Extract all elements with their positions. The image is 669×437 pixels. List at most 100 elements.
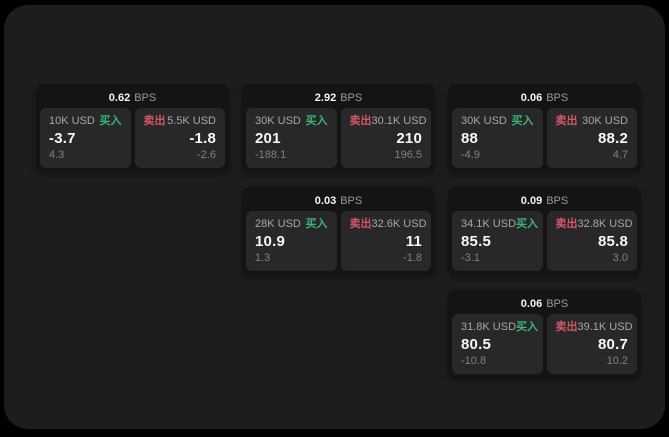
buy-change: 1.3: [255, 252, 271, 264]
sell-change: -2.6: [197, 149, 216, 161]
buy-header-row: 30K USD 买入: [255, 115, 328, 128]
card-header: 0.06 BPS: [452, 294, 637, 314]
buy-price: 85.5: [461, 233, 491, 250]
buy-header-row: 34.1K USD 买入: [461, 218, 538, 231]
sell-change: 10.2: [606, 355, 628, 367]
buy-price: 10.9: [255, 233, 285, 250]
card-header: 0.03 BPS: [246, 191, 431, 211]
sell-size-label: 32.6K USD: [371, 218, 427, 230]
buy-header-row: 28K USD 买入: [255, 218, 328, 231]
buy-panel[interactable]: 28K USD 买入 10.9 1.3: [246, 211, 337, 271]
sell-tag: 卖出: [555, 115, 578, 127]
buy-tag: 买入: [516, 218, 539, 230]
buy-price: 201: [255, 130, 281, 147]
sell-change: 3.0: [612, 252, 628, 264]
bps-value: 0.62: [108, 92, 131, 104]
sell-size-label: 30K USD: [582, 115, 628, 127]
bps-value: 0.09: [520, 195, 543, 207]
sell-price: 210: [396, 130, 422, 147]
buy-panel[interactable]: 30K USD 买入 201 -188.1: [246, 108, 337, 168]
buy-size-label: 34.1K USD: [461, 218, 517, 230]
buy-panel[interactable]: 31.8K USD 买入 80.5 -10.8: [452, 314, 543, 374]
buy-tag: 买入: [305, 115, 328, 127]
sell-size-label: 32.8K USD: [577, 218, 633, 230]
sell-panel[interactable]: 卖出 30.1K USD 210 196.5: [340, 108, 431, 168]
bps-unit-label: BPS: [340, 195, 363, 207]
card-header: 0.62 BPS: [40, 88, 225, 108]
sell-size-label: 5.5K USD: [167, 115, 216, 127]
buy-change: -4.9: [461, 149, 480, 161]
buy-tag: 买入: [516, 321, 539, 333]
sell-header-row: 卖出 32.6K USD: [350, 218, 427, 231]
bps-value: 0.03: [314, 195, 337, 207]
card-body: 34.1K USD 买入 85.5 -3.1 卖出 32.8K USD 85.8…: [452, 211, 637, 271]
bps-unit-label: BPS: [546, 298, 569, 310]
buy-header-row: 31.8K USD 买入: [461, 321, 538, 334]
card-body: 10K USD 买入 -3.7 4.3 卖出 5.5K USD -1.8 -2.…: [40, 108, 225, 168]
sell-header-row: 卖出 39.1K USD: [556, 321, 633, 334]
quote-card: 0.62 BPS 10K USD 买入 -3.7 4.3 卖出 5.5K USD…: [36, 84, 229, 172]
buy-panel[interactable]: 30K USD 买入 88 -4.9: [452, 108, 543, 168]
bps-unit-label: BPS: [340, 92, 363, 104]
sell-price: 80.7: [598, 336, 628, 353]
bps-unit-label: BPS: [134, 92, 157, 104]
buy-size-label: 28K USD: [255, 218, 301, 230]
buy-panel[interactable]: 34.1K USD 买入 85.5 -3.1: [452, 211, 543, 271]
sell-panel[interactable]: 卖出 32.6K USD 11 -1.8: [340, 211, 431, 271]
buy-price: 88: [461, 130, 479, 147]
bps-value: 0.06: [520, 298, 543, 310]
bps-value: 0.06: [520, 92, 543, 104]
buy-change: -10.8: [461, 355, 487, 367]
sell-header-row: 卖出 30.1K USD: [349, 115, 427, 128]
quote-card: 0.03 BPS 28K USD 买入 10.9 1.3 卖出 32.6K US…: [242, 187, 435, 275]
card-body: 28K USD 买入 10.9 1.3 卖出 32.6K USD 11 -1.8: [246, 211, 431, 271]
sell-panel[interactable]: 卖出 32.8K USD 85.8 3.0: [546, 211, 637, 271]
sell-tag: 卖出: [349, 115, 372, 127]
bps-unit-label: BPS: [546, 195, 569, 207]
buy-tag: 买入: [99, 115, 122, 127]
sell-price: -1.8: [189, 130, 216, 147]
quotes-grid: 0.62 BPS 10K USD 买入 -3.7 4.3 卖出 5.5K USD…: [36, 84, 641, 378]
buy-price: 80.5: [461, 336, 491, 353]
sell-header-row: 卖出 32.8K USD: [555, 218, 633, 231]
buy-change: -3.1: [461, 252, 480, 264]
quote-card: 0.09 BPS 34.1K USD 买入 85.5 -3.1 卖出 32.8K…: [448, 187, 641, 275]
card-body: 30K USD 买入 201 -188.1 卖出 30.1K USD 210 1…: [246, 108, 431, 168]
buy-size-label: 31.8K USD: [461, 321, 517, 333]
sell-size-label: 39.1K USD: [577, 321, 633, 333]
quote-card: 2.92 BPS 30K USD 买入 201 -188.1 卖出 30.1K …: [242, 84, 435, 172]
buy-panel[interactable]: 10K USD 买入 -3.7 4.3: [40, 108, 131, 168]
buy-change: 4.3: [49, 149, 65, 161]
sell-tag: 卖出: [143, 115, 166, 127]
sell-change: 4.7: [612, 149, 628, 161]
buy-change: -188.1: [255, 149, 287, 161]
buy-price: -3.7: [49, 130, 76, 147]
main-panel: 0.62 BPS 10K USD 买入 -3.7 4.3 卖出 5.5K USD…: [4, 5, 665, 429]
card-body: 31.8K USD 买入 80.5 -10.8 卖出 39.1K USD 80.…: [452, 314, 637, 374]
buy-size-label: 30K USD: [461, 115, 507, 127]
sell-header-row: 卖出 5.5K USD: [144, 115, 217, 128]
buy-size-label: 10K USD: [49, 115, 95, 127]
sell-panel[interactable]: 卖出 5.5K USD -1.8 -2.6: [134, 108, 225, 168]
quote-card: 0.06 BPS 31.8K USD 买入 80.5 -10.8 卖出 39.1…: [448, 290, 641, 378]
buy-header-row: 10K USD 买入: [49, 115, 122, 128]
card-header: 0.09 BPS: [452, 191, 637, 211]
sell-price: 11: [405, 233, 422, 250]
buy-tag: 买入: [305, 218, 328, 230]
sell-change: -1.8: [403, 252, 422, 264]
card-body: 30K USD 买入 88 -4.9 卖出 30K USD 88.2 4.7: [452, 108, 637, 168]
sell-size-label: 30.1K USD: [371, 115, 427, 127]
sell-price: 88.2: [598, 130, 628, 147]
buy-size-label: 30K USD: [255, 115, 301, 127]
sell-tag: 卖出: [555, 218, 578, 230]
sell-panel[interactable]: 卖出 30K USD 88.2 4.7: [546, 108, 637, 168]
card-header: 0.06 BPS: [452, 88, 637, 108]
card-header: 2.92 BPS: [246, 88, 431, 108]
buy-tag: 买入: [511, 115, 534, 127]
sell-header-row: 卖出 30K USD: [556, 115, 629, 128]
bps-unit-label: BPS: [546, 92, 569, 104]
sell-panel[interactable]: 卖出 39.1K USD 80.7 10.2: [546, 314, 637, 374]
buy-header-row: 30K USD 买入: [461, 115, 534, 128]
sell-change: 196.5: [394, 149, 422, 161]
